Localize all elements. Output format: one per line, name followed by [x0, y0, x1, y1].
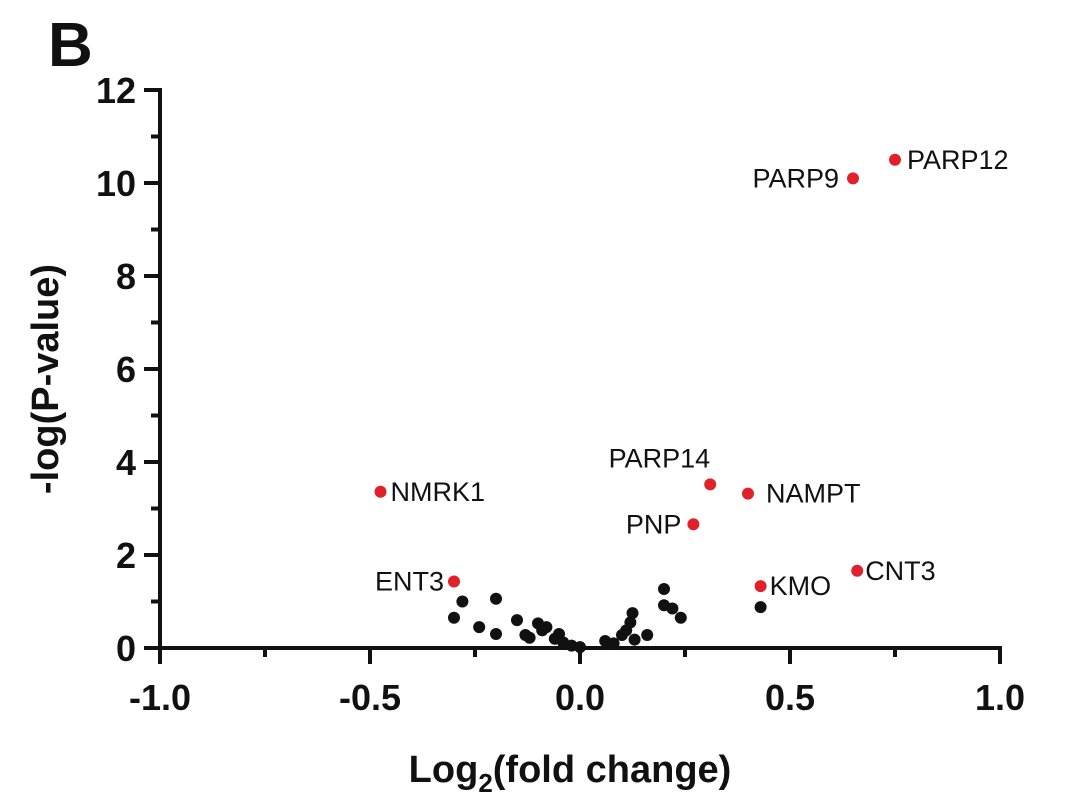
x-tick-label: 0.5 — [765, 677, 815, 718]
data-point — [490, 592, 502, 605]
data-point — [473, 621, 486, 634]
data-point — [511, 614, 523, 627]
label-pnp: PNP — [626, 509, 682, 539]
label-nmrk1: NMRK1 — [391, 477, 486, 507]
point-cnt3 — [851, 564, 864, 577]
data-points — [374, 153, 901, 654]
x-axis-title-main: Log — [409, 749, 479, 791]
x-axis-title-rest: (fold change) — [493, 749, 732, 791]
x-tick-label: 0.0 — [555, 677, 605, 718]
data-point — [490, 628, 502, 641]
x-tick-label: -0.5 — [339, 677, 401, 718]
data-point — [674, 611, 687, 624]
y-tick-label: 8 — [116, 256, 136, 297]
data-point — [607, 637, 620, 650]
point-parp12 — [889, 153, 901, 166]
y-tick-label: 0 — [116, 628, 136, 669]
data-point — [754, 601, 767, 614]
data-point — [574, 641, 586, 654]
data-point — [456, 595, 469, 608]
data-point — [624, 616, 637, 629]
y-tick-label: 10 — [96, 163, 136, 204]
point-parp14 — [704, 478, 717, 491]
data-point — [540, 621, 553, 634]
data-point — [666, 602, 679, 615]
label-parp14: PARP14 — [609, 443, 711, 473]
y-tick-label: 6 — [116, 349, 136, 390]
data-point — [641, 628, 654, 641]
data-point — [448, 611, 460, 624]
y-axis-title: -log(P-value) — [25, 264, 67, 494]
x-tick-label: 1.0 — [975, 677, 1025, 718]
label-cnt3: CNT3 — [865, 556, 936, 586]
panel-letter: B — [48, 11, 93, 80]
data-point — [628, 633, 641, 646]
y-tick-label: 2 — [116, 535, 136, 576]
point-pnp — [687, 518, 700, 531]
x-tick-label: -1.0 — [129, 677, 191, 718]
label-kmo: KMO — [770, 571, 832, 601]
point-kmo — [754, 580, 767, 593]
x-axis-title: Log2(fold change) — [409, 749, 732, 798]
label-ent3: ENT3 — [375, 567, 444, 597]
data-point — [626, 607, 639, 620]
label-parp12: PARP12 — [907, 145, 1009, 175]
data-point — [658, 582, 670, 595]
y-tick-label: 12 — [96, 70, 136, 111]
label-parp9: PARP9 — [752, 163, 839, 193]
y-tick-label: 4 — [116, 442, 136, 483]
point-parp9 — [847, 172, 859, 185]
plot-axes: 0 2 4 6 8 10 12 -1.0 -0.5 0.0 0.5 1.0 — [96, 70, 1025, 718]
point-nampt — [742, 487, 754, 500]
x-axis-title-subscript: 2 — [478, 768, 492, 798]
point-ent3 — [448, 575, 460, 588]
point-nmrk1 — [374, 485, 387, 498]
point-labels: PARP12 PARP9 PARP14 NAMPT PNP NMRK1 ENT3 KMO CNT… — [375, 145, 1009, 601]
data-point — [523, 631, 536, 644]
label-nampt: NAMPT — [766, 479, 861, 509]
